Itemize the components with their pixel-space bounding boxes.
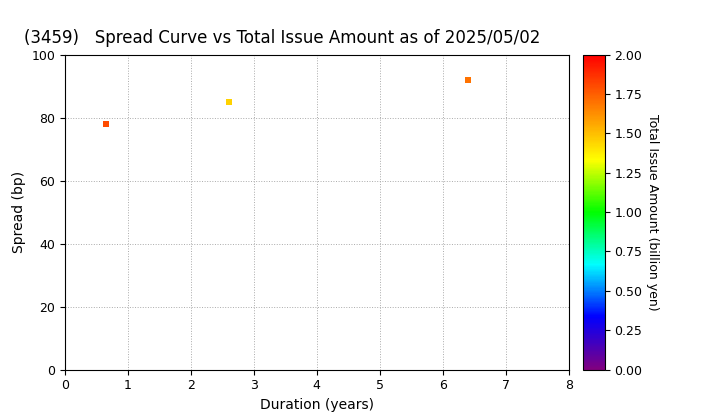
Point [222, 98, 234, 105]
Point [100, 121, 112, 127]
Y-axis label: Total Issue Amount (billion yen): Total Issue Amount (billion yen) [646, 114, 660, 310]
Y-axis label: Spread (bp): Spread (bp) [12, 171, 26, 253]
X-axis label: Duration (years): Duration (years) [260, 398, 374, 412]
Point [462, 76, 474, 83]
Text: (3459)   Spread Curve vs Total Issue Amount as of 2025/05/02: (3459) Spread Curve vs Total Issue Amoun… [24, 29, 541, 47]
